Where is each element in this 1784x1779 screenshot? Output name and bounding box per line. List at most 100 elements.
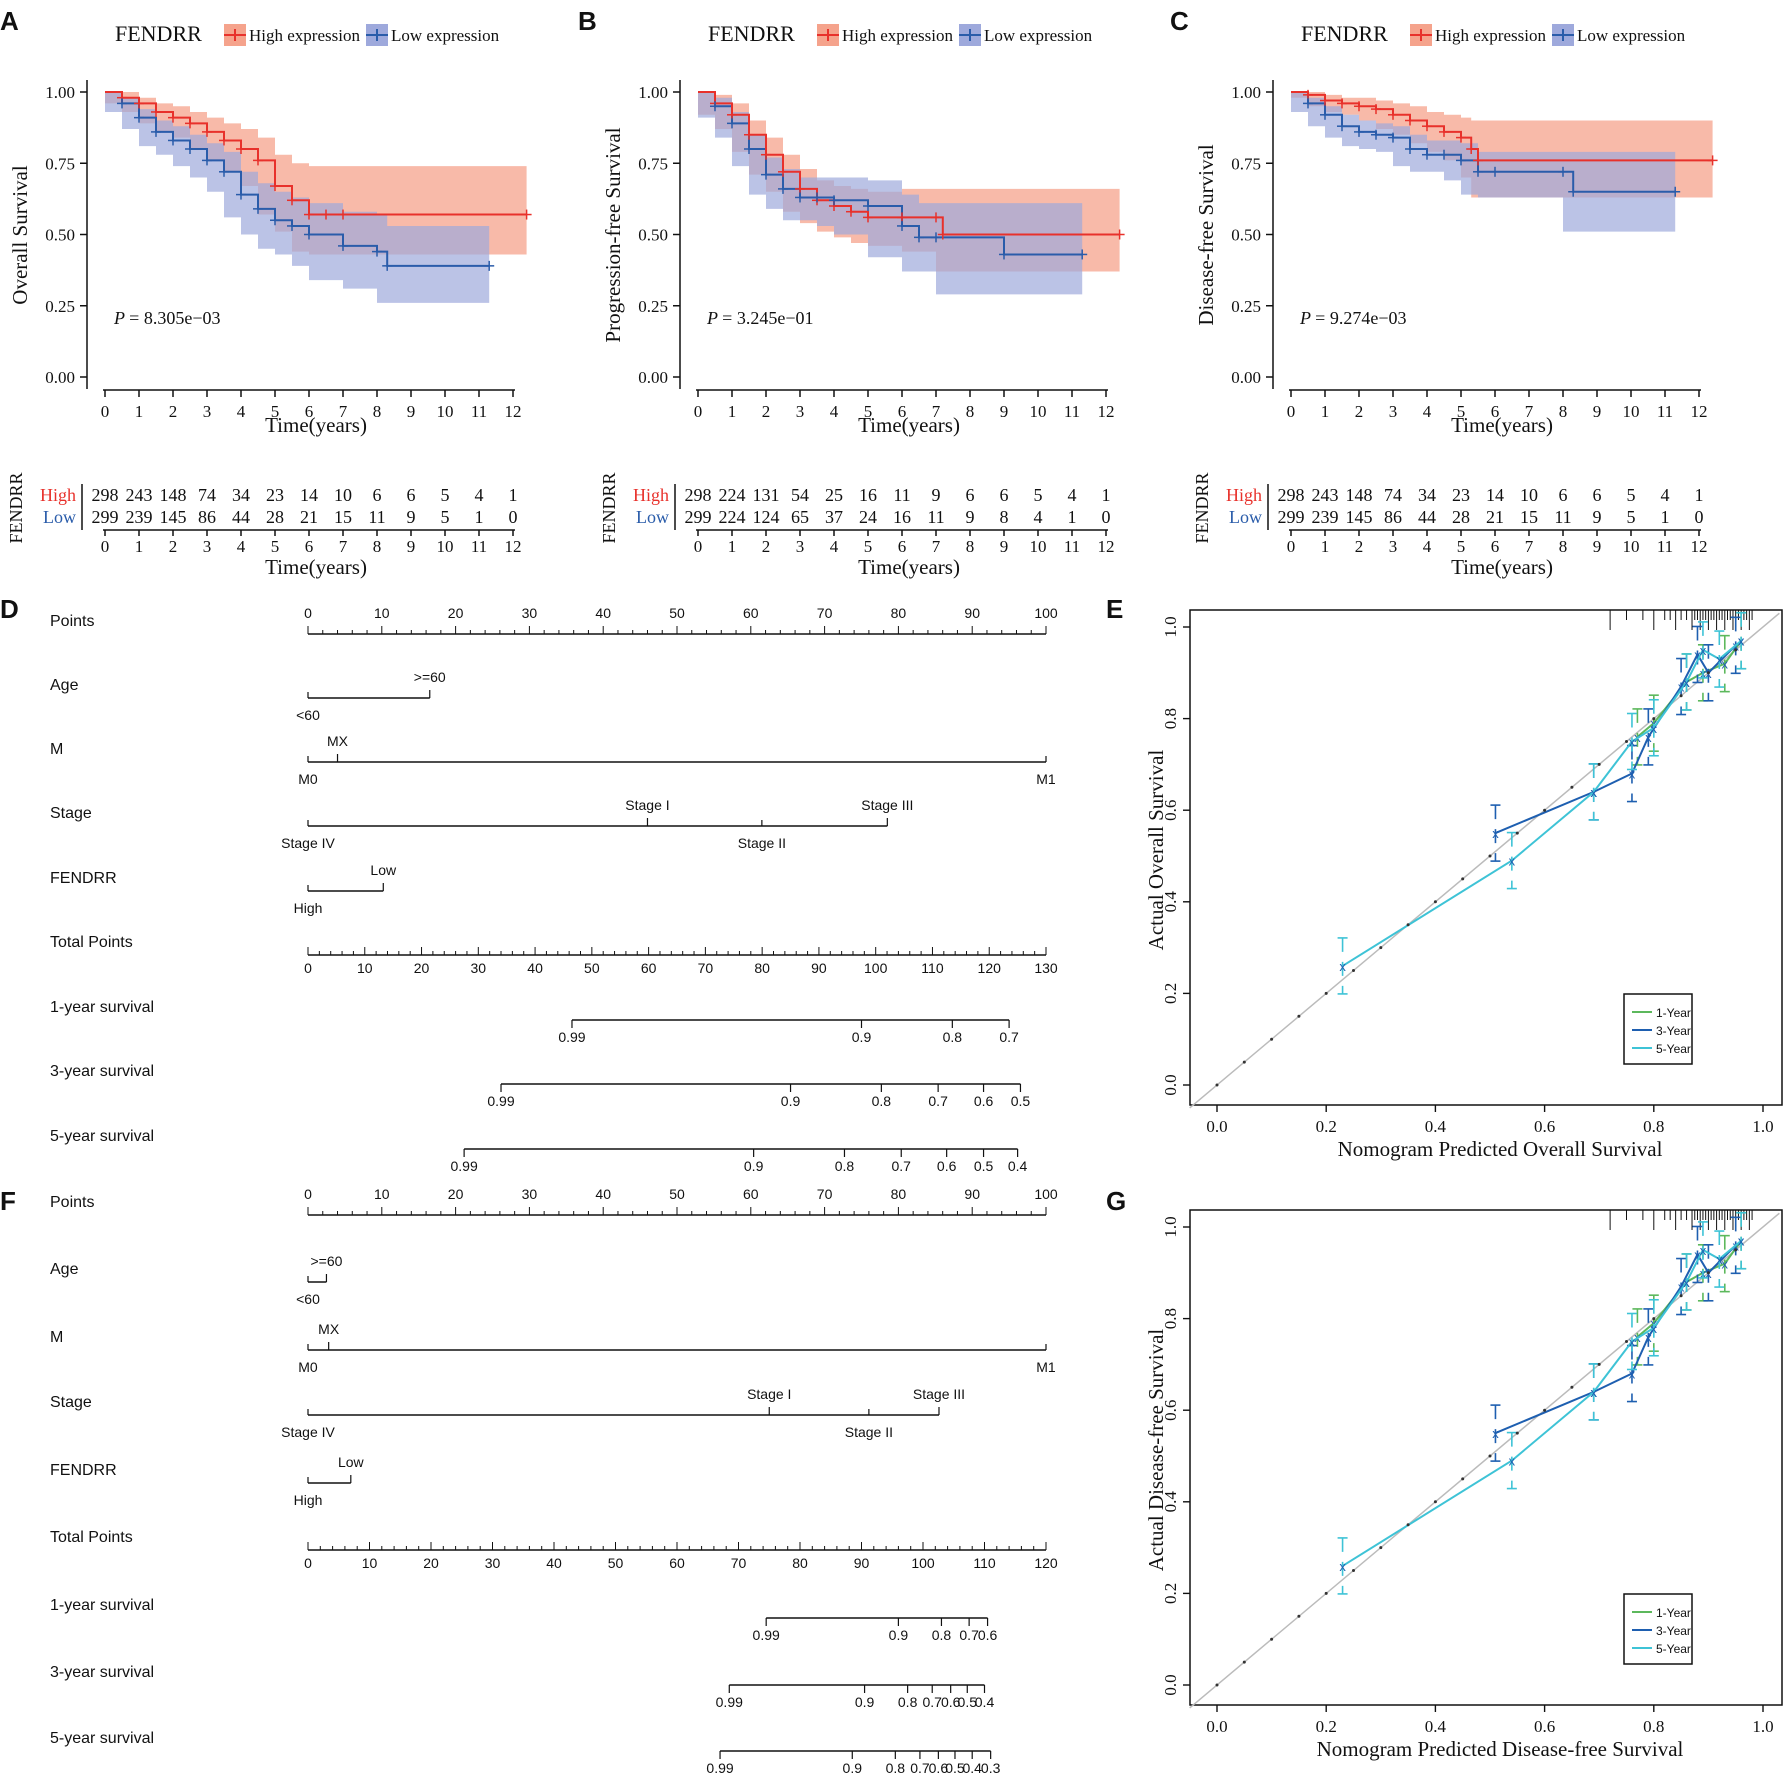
risk-count-low: 21 <box>1486 507 1504 527</box>
risk-count-low: 124 <box>753 507 780 527</box>
risk-count-high: 14 <box>300 485 318 505</box>
legend-label: 5-Year <box>1656 1642 1691 1656</box>
risk-count-high: 74 <box>198 485 216 505</box>
risk-count-low: 299 <box>685 507 712 527</box>
risk-count-high: 23 <box>266 485 284 505</box>
risk-count-low: 8 <box>1000 507 1009 527</box>
survival-tick-label: 0.5 <box>945 1760 965 1776</box>
risk-x-tick-label: 11 <box>471 537 487 556</box>
risk-label-low: Low <box>636 507 669 527</box>
total-points-tick-label: 10 <box>362 1555 378 1571</box>
points-tick-label: 50 <box>669 1186 685 1202</box>
risk-x-axis-title: Time(years) <box>1451 555 1553 579</box>
x-tick-label: 0.4 <box>1425 1117 1447 1136</box>
ideal-dot <box>1706 1271 1710 1275</box>
points-tick-label: 40 <box>595 1186 611 1202</box>
risk-x-tick-label: 11 <box>1657 537 1673 556</box>
ideal-dot <box>1652 1317 1656 1321</box>
ideal-dot <box>1379 1546 1383 1550</box>
points-tick-label: 0 <box>304 605 312 621</box>
x-tick-label: 1 <box>728 402 737 421</box>
risk-count-low: 1 <box>475 507 484 527</box>
x-tick-label: 7 <box>1525 402 1534 421</box>
x-tick-label: 0.6 <box>1534 1717 1555 1736</box>
risk-x-tick-label: 1 <box>135 537 144 556</box>
risk-count-high: 5 <box>441 485 450 505</box>
ideal-dot <box>1734 1248 1738 1252</box>
row-label: 3-year survival <box>50 1664 154 1681</box>
calibration-point: x <box>1722 657 1729 672</box>
total-points-tick-label: 100 <box>911 1555 935 1571</box>
risk-count-high: 14 <box>1486 485 1504 505</box>
risk-x-axis-title: Time(years) <box>265 555 367 579</box>
panel-letter-a: A <box>0 6 19 36</box>
legend-label-high: High expression <box>842 26 953 45</box>
level-label: Stage III <box>913 1386 965 1402</box>
calibration-line-1-year <box>1636 1240 1742 1338</box>
level-label: Stage IV <box>281 835 335 851</box>
risk-count-high: 74 <box>1384 485 1402 505</box>
risk-x-tick-label: 3 <box>796 537 805 556</box>
plot-frame <box>1189 1209 1783 1706</box>
risk-count-low: 28 <box>266 507 284 527</box>
y-tick-label: 1.0 <box>1161 1216 1180 1237</box>
points-tick-label: 100 <box>1034 1186 1058 1202</box>
ideal-dot <box>1379 946 1383 950</box>
risk-x-tick-label: 7 <box>932 537 941 556</box>
km-curve-low <box>1291 91 1676 193</box>
x-tick-label: 11 <box>471 402 487 421</box>
risk-count-high: 16 <box>859 485 877 505</box>
calibration-point: x <box>1694 1247 1701 1262</box>
total-points-tick-label: 0 <box>304 960 312 976</box>
ideal-dot <box>1706 671 1710 675</box>
p-value-text: = 9.274e−03 <box>1315 308 1406 328</box>
points-tick-label: 70 <box>817 1186 833 1202</box>
x-tick-label: 4 <box>830 402 839 421</box>
survival-tick-label: 0.9 <box>855 1694 875 1710</box>
risk-x-tick-label: 12 <box>505 537 522 556</box>
x-tick-label: 0.0 <box>1206 1117 1227 1136</box>
points-tick-label: 10 <box>374 1186 390 1202</box>
risk-x-tick-label: 7 <box>1525 537 1534 556</box>
x-tick-label: 10 <box>1030 402 1047 421</box>
level-label: <60 <box>296 1291 320 1307</box>
risk-x-tick-label: 10 <box>437 537 454 556</box>
x-tick-label: 0.2 <box>1316 1717 1337 1736</box>
risk-count-low: 11 <box>1554 507 1571 527</box>
y-axis-title: Actual Overall Survival <box>1144 750 1168 951</box>
ideal-dot <box>1270 1637 1274 1641</box>
legend-label-low: Low expression <box>391 26 500 45</box>
level-label: High <box>294 1492 323 1508</box>
km-panel-b: FENDRR High expression Low expression 0.00 0… <box>599 21 1125 579</box>
level-label: Stage II <box>738 835 786 851</box>
row-label: FENDRR <box>50 870 117 887</box>
total-points-tick-label: 20 <box>423 1555 439 1571</box>
level-label: Stage IV <box>281 1424 335 1440</box>
risk-count-low: 9 <box>1593 507 1602 527</box>
risk-x-tick-label: 0 <box>1287 537 1296 556</box>
total-points-tick-label: 110 <box>921 960 944 976</box>
p-value: P = 8.305e−03 <box>113 308 220 328</box>
calibration-point: x <box>1590 1385 1597 1400</box>
risk-count-low: 299 <box>1278 507 1305 527</box>
y-tick-label: 0.25 <box>45 297 75 316</box>
p-value-text: = 3.245e−01 <box>722 308 813 328</box>
risk-count-low: 15 <box>1520 507 1538 527</box>
ideal-dot <box>1625 740 1628 743</box>
y-tick-label: 0.00 <box>1231 368 1261 387</box>
calibration-point: x <box>1339 1559 1346 1574</box>
risk-count-low: 4 <box>1034 507 1043 527</box>
risk-x-tick-label: 6 <box>305 537 314 556</box>
y-tick-label: 0.25 <box>1231 297 1261 316</box>
x-tick-label: 4 <box>1423 402 1432 421</box>
ideal-dot <box>1597 762 1601 766</box>
risk-count-low: 239 <box>1312 507 1339 527</box>
points-tick-label: 80 <box>891 1186 907 1202</box>
risk-x-tick-label: 8 <box>373 537 382 556</box>
level-label: MX <box>318 1321 340 1337</box>
x-tick-label: 1.0 <box>1752 1717 1773 1736</box>
survival-tick-label: 0.4 <box>975 1694 995 1710</box>
x-tick-label: 9 <box>1593 402 1602 421</box>
nomogram-panel-f: Points 0 10 20 30 40 50 60 70 80 90 100Age<60>=60MM… <box>50 1186 1058 1776</box>
